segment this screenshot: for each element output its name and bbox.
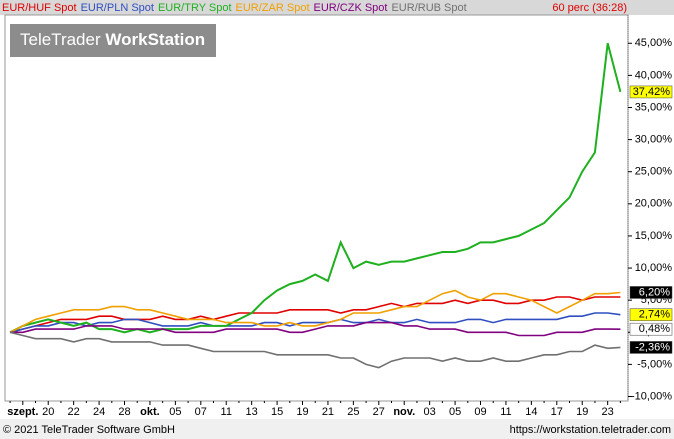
x-tick-label: szept. (7, 406, 38, 418)
x-tick-label: nov. (393, 406, 415, 418)
value-label: 37,42% (633, 86, 671, 98)
value-label-box (629, 85, 673, 99)
x-tick-label: 24 (93, 406, 105, 418)
value-label-box (629, 308, 673, 321)
watermark: TeleTrader WorkStation (20, 30, 205, 49)
x-tick-label: 07 (195, 406, 207, 418)
x-tick-label: 17 (551, 406, 563, 418)
x-tick-label: 14 (525, 406, 537, 418)
y-tick-label: -10,00% (631, 390, 672, 402)
x-tick-label: 21 (322, 406, 334, 418)
x-tick-label: 11 (221, 406, 232, 418)
series-line (9, 43, 622, 334)
value-label: 2,74% (639, 309, 670, 321)
x-tick-label: 03 (424, 406, 436, 418)
x-tick-label: 20 (42, 406, 54, 418)
watermark-box (10, 24, 216, 57)
legend-entry: EUR/RUB Spot (391, 2, 466, 14)
value-label-box (629, 341, 673, 354)
watermark-part: TeleTrader (20, 30, 101, 49)
x-tick-label: 19 (296, 406, 308, 418)
status: 60 perc (36:28) (552, 2, 627, 14)
series-line (10, 321, 621, 337)
legend-entry: EUR/PLN Spot (81, 2, 154, 14)
watermark-part: WorkStation (105, 30, 205, 49)
value-label-box (629, 322, 673, 336)
footer-right: https://workstation.teletrader.com (510, 424, 671, 436)
x-tick-label: 11 (500, 406, 511, 418)
x-tick-label: 23 (602, 406, 614, 418)
x-tick-label: 25 (347, 406, 359, 418)
y-tick-label: 30,00% (635, 134, 673, 146)
x-tick-label: 22 (68, 406, 80, 418)
value-label: 6,20% (639, 286, 670, 298)
x-tick-label: 15 (271, 406, 283, 418)
series-line (9, 312, 621, 334)
x-tick-label: 19 (576, 406, 588, 418)
y-tick-label: 15,00% (635, 230, 673, 242)
legend-entry: EUR/CZK Spot (314, 2, 388, 14)
y-tick-label: 45,00% (635, 37, 673, 49)
x-tick-label: 05 (169, 406, 181, 418)
footer-bar (0, 419, 674, 439)
series-line (9, 289, 621, 334)
y-tick-label: -5,00% (637, 358, 672, 370)
footer-left: © 2021 TeleTrader Software GmbH (3, 424, 175, 436)
y-tick-label: 25,00% (635, 166, 673, 178)
y-tick-label: 10,00% (635, 262, 673, 274)
legend-entry: EUR/ZAR Spot (236, 2, 310, 14)
x-tick-label: 09 (474, 406, 486, 418)
series-line (9, 331, 621, 369)
x-tick-label: 05 (449, 406, 461, 418)
value-label: -2,36% (635, 341, 670, 353)
x-tick-label: 13 (246, 406, 258, 418)
legend-entry: EUR/TRY Spot (158, 2, 232, 14)
legend-entry: EUR/HUF Spot (2, 2, 77, 14)
legend-bar (0, 0, 674, 15)
x-tick-label: 28 (118, 406, 130, 418)
y-tick-label: 20,00% (635, 198, 673, 210)
value-label-box (629, 286, 673, 299)
value-label: 0,48% (639, 323, 670, 335)
y-tick-label: 35,00% (635, 101, 673, 113)
x-tick-label: okt. (140, 406, 160, 418)
series-line (9, 296, 621, 334)
y-tick-label: 40,00% (635, 69, 673, 81)
x-tick-label: 27 (373, 406, 385, 418)
